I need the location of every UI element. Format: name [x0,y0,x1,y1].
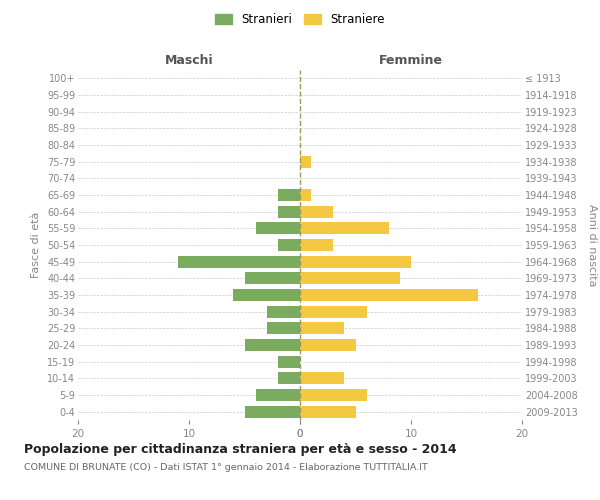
Bar [300,256,411,268]
Bar [278,206,300,218]
Bar [300,222,389,234]
Bar [245,339,300,351]
Y-axis label: Fasce di età: Fasce di età [31,212,41,278]
Legend: Stranieri, Straniere: Stranieri, Straniere [211,8,389,31]
Text: Popolazione per cittadinanza straniera per età e sesso - 2014: Popolazione per cittadinanza straniera p… [24,442,457,456]
Bar [300,156,311,168]
Bar [266,322,300,334]
Bar [278,239,300,251]
Bar [245,272,300,284]
Bar [278,356,300,368]
Bar [300,339,355,351]
Bar [245,406,300,417]
Bar [300,272,400,284]
Bar [278,372,300,384]
Bar [300,389,367,401]
Bar [300,322,344,334]
Bar [300,406,355,417]
Bar [300,372,344,384]
Bar [300,239,334,251]
Bar [300,189,311,201]
Bar [278,189,300,201]
Bar [178,256,300,268]
Y-axis label: Anni di nascita: Anni di nascita [587,204,597,286]
Title: Femmine: Femmine [379,54,443,68]
Bar [256,222,300,234]
Bar [300,306,367,318]
Bar [300,206,334,218]
Title: Maschi: Maschi [164,54,214,68]
Text: COMUNE DI BRUNATE (CO) - Dati ISTAT 1° gennaio 2014 - Elaborazione TUTTITALIA.IT: COMUNE DI BRUNATE (CO) - Dati ISTAT 1° g… [24,463,428,472]
Bar [233,289,300,301]
Bar [266,306,300,318]
Bar [256,389,300,401]
Bar [300,289,478,301]
